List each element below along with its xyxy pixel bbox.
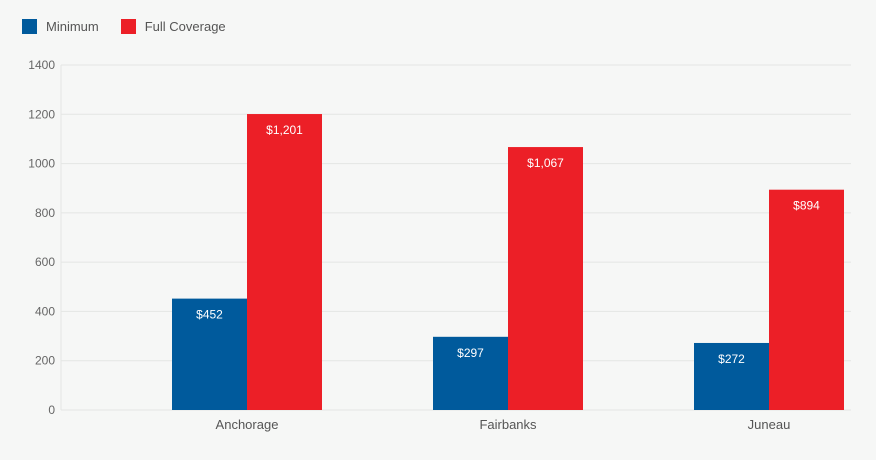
bar-full-coverage [508, 147, 583, 410]
bar-minimum [433, 336, 508, 410]
y-tick-label: 400 [35, 304, 55, 318]
bar-full-coverage [247, 114, 322, 411]
x-tick-label: Juneau [748, 417, 791, 432]
bar-minimum [172, 298, 247, 410]
y-tick-label: 1000 [28, 157, 55, 171]
legend-item-full-coverage[interactable]: Full Coverage [120, 19, 226, 34]
data-label: $272 [718, 352, 745, 366]
y-tick-label: 800 [35, 206, 55, 220]
legend-swatch-full-coverage [120, 19, 136, 34]
data-label: $1,201 [266, 123, 303, 137]
legend-label-minimum: Minimum [46, 19, 99, 34]
data-label: $452 [196, 308, 223, 322]
y-tick-label: 0 [48, 403, 55, 417]
legend-label-full-coverage: Full Coverage [144, 19, 226, 34]
data-label: $894 [793, 199, 820, 213]
bar-minimum [694, 342, 769, 410]
bar-full-coverage [769, 189, 844, 410]
y-tick-label: 200 [35, 354, 55, 368]
y-tick-label: 1400 [28, 58, 55, 72]
x-tick-label: Anchorage [216, 417, 279, 432]
legend: Minimum Full Coverage [22, 19, 226, 34]
data-label: $297 [457, 346, 484, 360]
legend-swatch-minimum [22, 19, 37, 34]
y-tick-label: 600 [35, 255, 55, 269]
legend-item-minimum[interactable]: Minimum [22, 19, 99, 34]
x-tick-label: Fairbanks [479, 417, 537, 432]
y-tick-label: 1200 [28, 107, 55, 121]
data-label: $1,067 [527, 156, 564, 170]
